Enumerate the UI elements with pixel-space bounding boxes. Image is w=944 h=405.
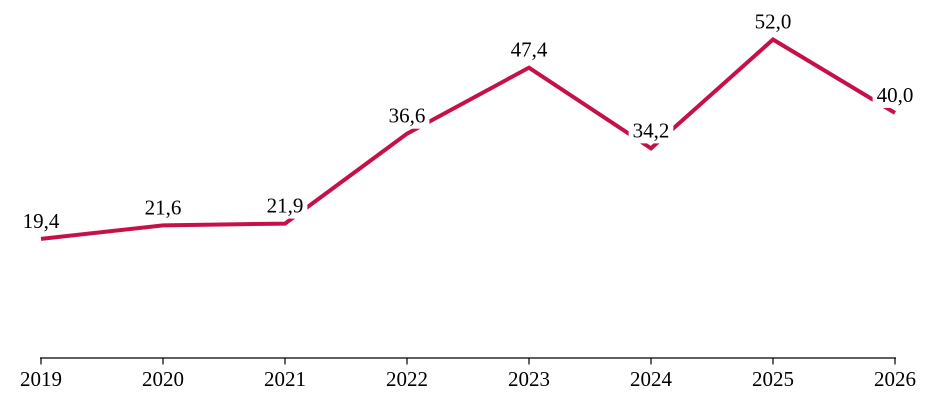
x-tick-label: 2025	[752, 367, 794, 391]
x-tick-label: 2024	[630, 367, 673, 391]
x-tick-label: 2026	[874, 367, 916, 391]
data-label: 40,0	[877, 83, 914, 107]
data-label-bg	[140, 194, 186, 221]
data-label-bg	[750, 8, 796, 35]
data-label: 47,4	[511, 38, 548, 62]
x-tick-label: 2021	[264, 367, 306, 391]
data-label: 21,6	[145, 195, 182, 219]
data-label-bg	[872, 81, 918, 108]
data-label-bg	[262, 192, 308, 219]
series-line	[40, 37, 897, 241]
data-labels: 19,4 21,6 21,9 36,6 47,4 34,2 52,0 40,0	[18, 8, 918, 234]
x-tick-label: 2019	[20, 367, 62, 391]
data-label-bg	[18, 207, 64, 234]
data-label: 36,6	[389, 104, 426, 128]
x-tick-label: 2023	[508, 367, 550, 391]
data-label: 19,4	[23, 209, 60, 233]
data-label-bg	[506, 36, 552, 63]
data-label-bg	[628, 117, 674, 144]
x-tick-label: 2022	[386, 367, 428, 391]
data-label: 34,2	[633, 118, 670, 142]
x-axis: 2019 2020 2021 2022 2023 2024 2025 2026	[20, 357, 916, 391]
data-label: 52,0	[755, 10, 792, 34]
x-tick-label: 2020	[142, 367, 184, 391]
data-label-bg	[384, 102, 430, 129]
data-label: 21,9	[267, 194, 304, 218]
